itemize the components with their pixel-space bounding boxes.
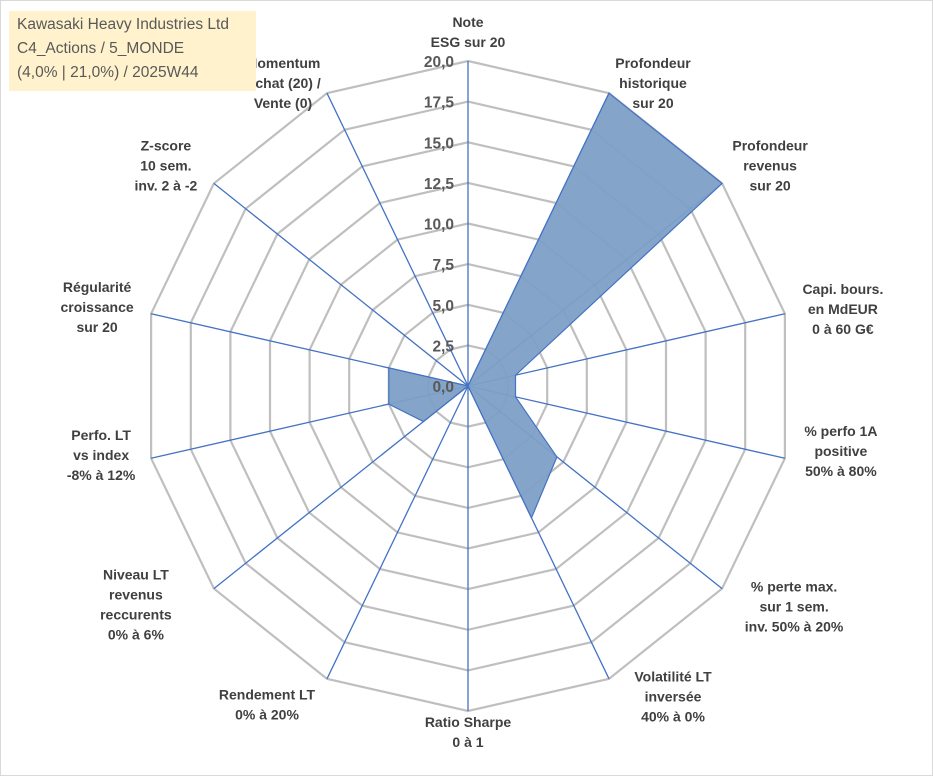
- axis-label: sur 1 sem.: [759, 599, 828, 615]
- radar-series: [388, 92, 724, 520]
- axis-label: 0% à 6%: [108, 627, 165, 643]
- axis-label: -8% à 12%: [67, 467, 136, 483]
- title-line-1: Kawasaki Heavy Industries Ltd: [17, 16, 229, 33]
- tick-label: 17,5: [424, 95, 455, 112]
- axis-label: 10 sem.: [140, 157, 191, 173]
- axis-label: sur 20: [76, 319, 117, 335]
- axis-label: Profondeur: [732, 137, 808, 153]
- axis-label: % perfo 1A: [804, 423, 877, 439]
- axis-label: Niveau LT: [103, 567, 169, 583]
- title-line-3: (4,0% | 21,0%) / 2025W44: [17, 64, 199, 81]
- axis-label: ESG sur 20: [431, 34, 506, 50]
- axis-label: en MdEUR: [808, 301, 878, 317]
- axis-label: Note: [452, 14, 483, 30]
- axis-label: % perte max.: [751, 579, 837, 595]
- axis-label: 0 à 1: [452, 734, 483, 750]
- chart-title-box: Kawasaki Heavy Industries Ltd C4_Actions…: [9, 11, 256, 91]
- radial-tick-labels: 0,0 2,5 5,0 7,5 10,0 12,5 15,0 17,5 20,0: [424, 54, 455, 396]
- axis-label: 0% à 20%: [235, 707, 299, 723]
- tick-label: 12,5: [424, 176, 455, 193]
- axis-labels: Note ESG sur 20 Profondeur historique sur 20…: [61, 14, 884, 750]
- tick-label: 15,0: [424, 135, 454, 152]
- axis-label: sur 20: [749, 177, 790, 193]
- axis-label: vs index: [73, 447, 129, 463]
- axis-label: Z-score: [141, 137, 192, 153]
- tick-label: 0,0: [432, 379, 454, 396]
- axis-label: Volatilité LT: [634, 669, 712, 685]
- axis-label: Capi. bours.: [802, 281, 883, 297]
- axis-label: Ratio Sharpe: [425, 714, 512, 730]
- axis-label: sur 20: [632, 95, 673, 111]
- series-area: [388, 92, 724, 520]
- axis-label: reccurents: [100, 607, 172, 623]
- axis-label: 40% à 0%: [641, 709, 705, 725]
- axis-label: croissance: [61, 299, 134, 315]
- axis-label: revenus: [743, 157, 797, 173]
- axis-label: revenus: [109, 587, 163, 603]
- axis-label: inversée: [645, 689, 702, 705]
- tick-label: 20,0: [424, 54, 454, 71]
- tick-label: 10,0: [424, 217, 454, 234]
- tick-label: 7,5: [432, 257, 454, 274]
- axis-spoke: [467, 313, 786, 387]
- axis-label: inv. 50% à 20%: [745, 619, 844, 635]
- axis-label: Achat (20) /: [245, 75, 321, 91]
- axis-label: Vente (0): [254, 95, 312, 111]
- axis-label: Régularité: [63, 279, 132, 295]
- axis-spoke: [213, 182, 469, 387]
- axis-label: Perfo. LT: [71, 427, 131, 443]
- axis-spoke: [326, 92, 469, 387]
- title-line-2: C4_Actions / 5_MONDE: [17, 40, 185, 57]
- axis-label: historique: [619, 75, 687, 91]
- tick-label: 5,0: [432, 298, 454, 315]
- axis-label: inv. 2 à -2: [135, 177, 198, 193]
- axis-label: Profondeur: [615, 55, 691, 71]
- axis-label: Momentum: [246, 55, 321, 71]
- axis-label: 50% à 80%: [805, 463, 877, 479]
- axis-spoke: [467, 385, 786, 459]
- axis-label: 0 à 60 G€: [812, 321, 874, 337]
- axis-label: Rendement LT: [219, 687, 316, 703]
- axis-spoke: [326, 385, 469, 680]
- tick-label: 2,5: [432, 338, 454, 355]
- axis-label: positive: [814, 443, 867, 459]
